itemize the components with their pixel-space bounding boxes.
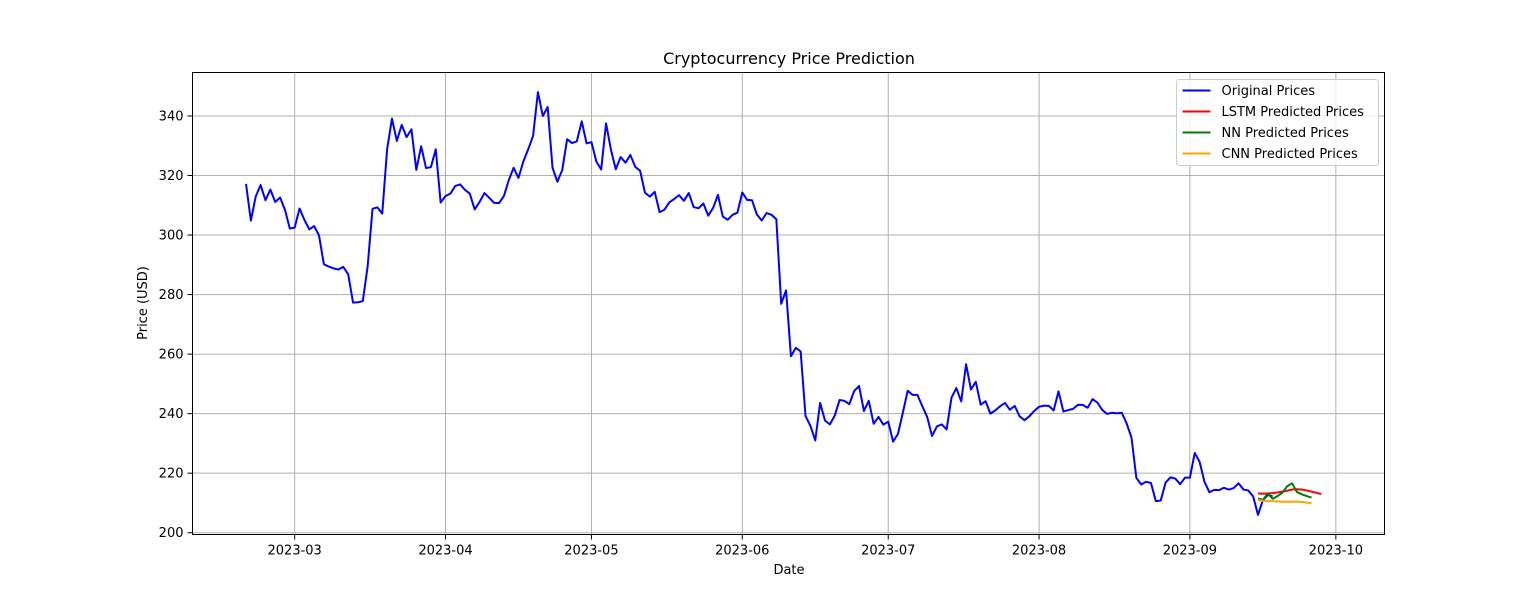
y-tick-label: 280 [159,288,184,303]
x-tick-label: 2023-10 [1309,544,1363,559]
legend-box [1176,79,1379,166]
y-tick-label: 320 [159,169,184,184]
x-axis-label: Date [773,563,804,578]
y-axis-label: Price (USD) [136,266,151,340]
legend-label: LSTM Predicted Prices [1222,105,1365,120]
legend-label: NN Predicted Prices [1222,126,1349,141]
grid-lines [192,72,1385,535]
y-tick-label: 200 [159,526,184,541]
x-tick-label: 2023-08 [1012,544,1066,559]
x-tick-label: 2023-06 [715,544,769,559]
series-line-original-prices [245,91,1273,516]
legend-label: Original Prices [1222,84,1316,99]
series-line-nn-predicted-prices [1257,482,1312,501]
axis-ticks: 2023-03 2023-04 2023-05 2023-06 2023-07 2023-… [159,109,1363,558]
y-tick-label: 260 [159,348,184,363]
legend-label: CNN Predicted Prices [1222,147,1359,162]
x-tick-label: 2023-03 [268,544,322,559]
series-line-cnn-predicted-prices [1257,498,1312,504]
legend: Original Prices LSTM Predicted Prices NN P… [1176,79,1379,166]
y-tick-label: 340 [159,109,184,124]
x-tick-label: 2023-04 [418,544,472,559]
y-tick-label: 240 [159,407,184,422]
plot-frame [192,72,1385,535]
y-tick-label: 300 [159,229,184,244]
y-tick-label: 220 [159,467,184,482]
x-tick-label: 2023-07 [861,544,915,559]
x-tick-label: 2023-05 [564,544,618,559]
chart-title: Cryptocurrency Price Prediction [663,49,915,68]
series-lines [245,91,1322,516]
x-tick-label: 2023-09 [1163,544,1217,559]
